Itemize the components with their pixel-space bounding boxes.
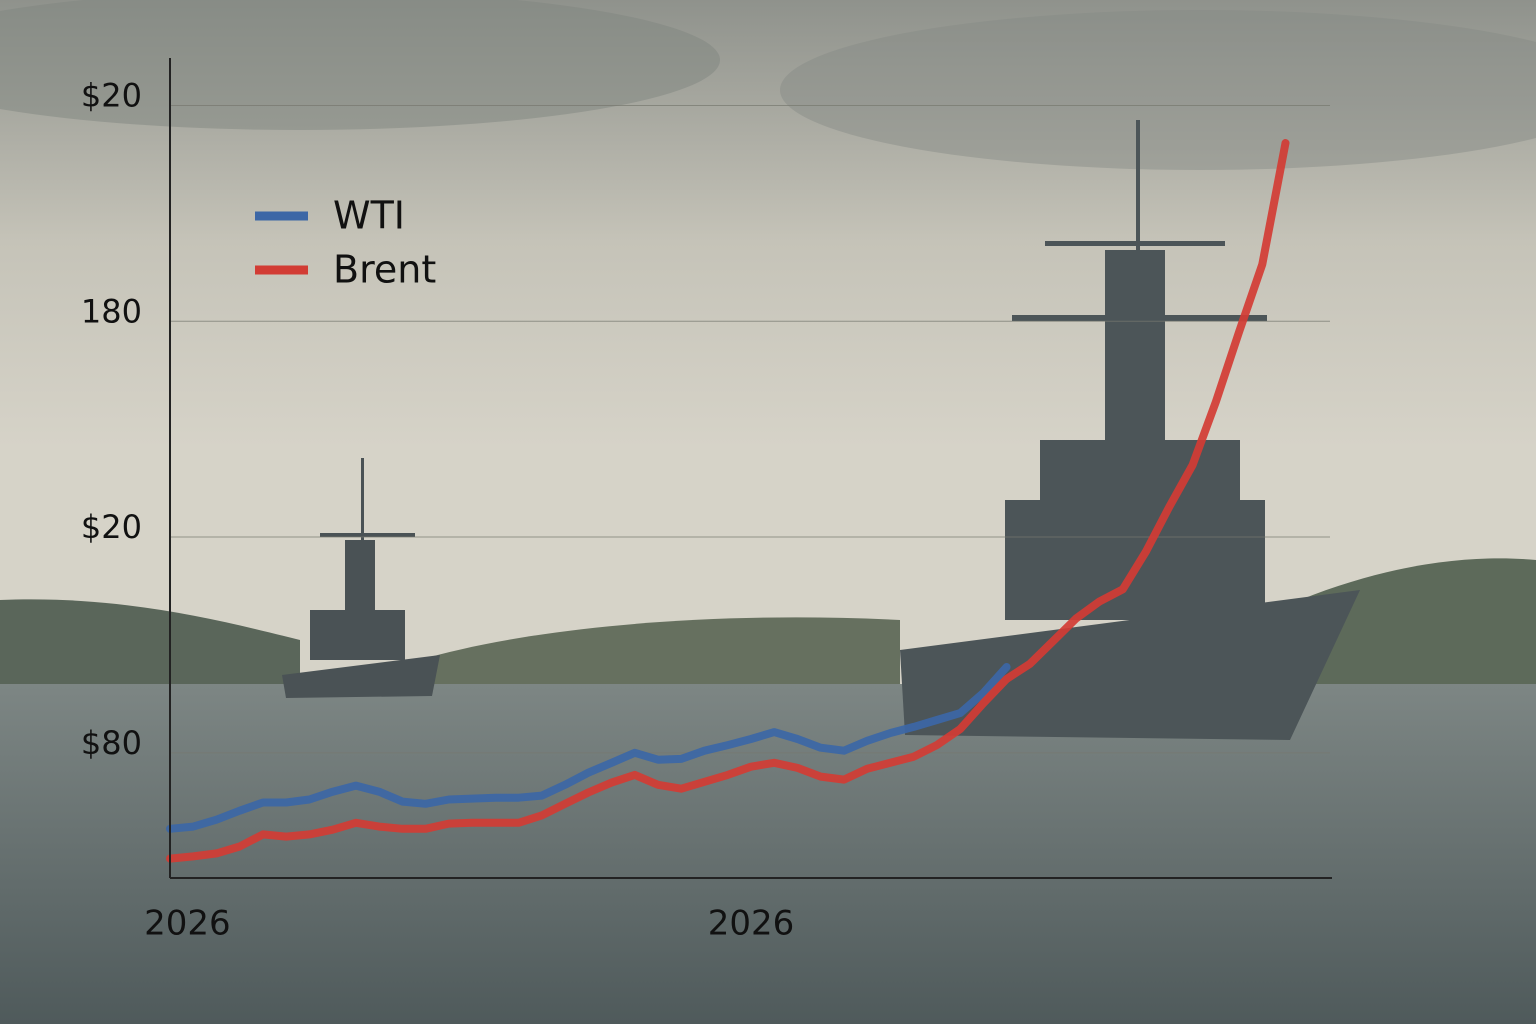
legend-label: Brent [333, 248, 436, 292]
x-tick-label: 2026 [708, 904, 795, 944]
series-line [166, 663, 1011, 833]
y-tick-label: 180 [81, 292, 142, 330]
y-tick-label: $80 [81, 724, 142, 762]
legend-label: WTI [333, 194, 405, 238]
series-line [166, 139, 1290, 863]
x-tick-label: 2026 [144, 904, 231, 944]
y-tick-label: $20 [81, 76, 142, 114]
plot-area: $80 $20 180 $20 2026 2026 WTI Brent [81, 76, 1330, 944]
y-tick-label: $20 [81, 508, 142, 546]
